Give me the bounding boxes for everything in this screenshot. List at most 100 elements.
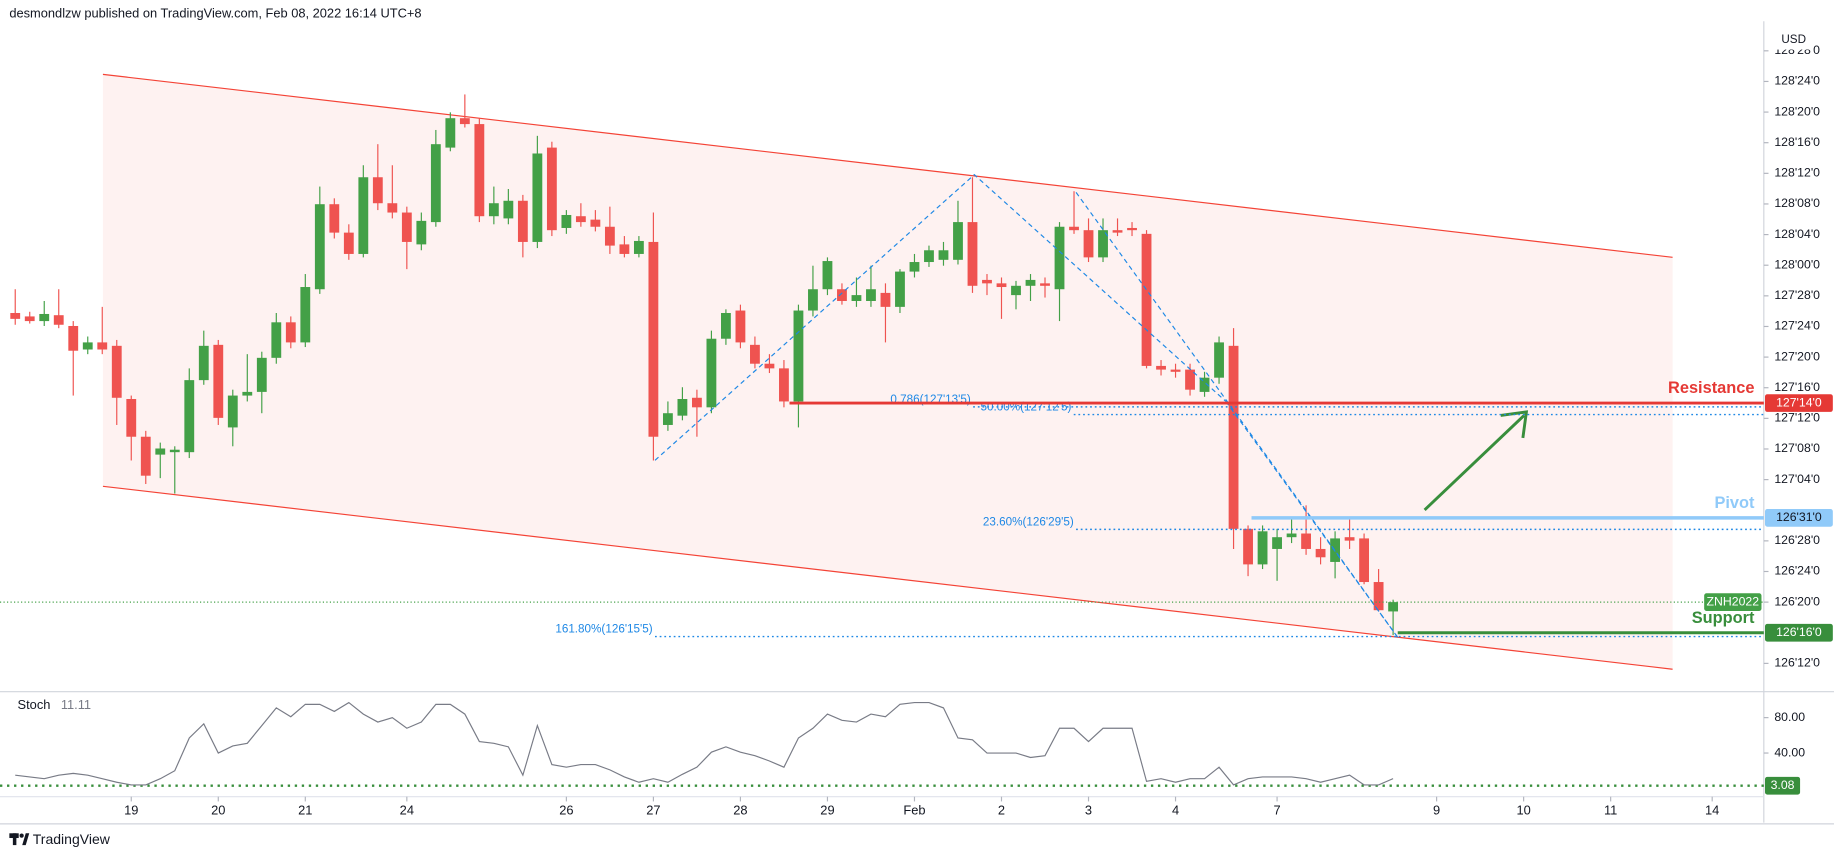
candle-body <box>329 204 340 233</box>
candle-body <box>314 204 325 290</box>
level-tag <box>1764 623 1833 642</box>
fib-guide <box>1225 400 1399 638</box>
candle-body <box>53 315 64 325</box>
candle-body <box>271 322 282 358</box>
candle-body <box>503 200 514 219</box>
candle-body <box>1112 230 1123 233</box>
candle-body <box>39 313 50 322</box>
footer-brand: TradingView <box>33 831 111 847</box>
channel-upper <box>102 73 1673 258</box>
stoch-level-label: 3.08 <box>1771 778 1795 792</box>
candle-body <box>880 292 891 307</box>
y-tick-label: 126'20'0 <box>1774 594 1820 608</box>
candle-body <box>721 312 731 339</box>
y-tick-label: 127'12'0 <box>1774 411 1820 425</box>
candle-body <box>155 448 166 455</box>
candle-body <box>10 312 21 319</box>
logo-part <box>22 833 30 846</box>
y-tick-label: 127'28'0 <box>1774 288 1820 302</box>
candle-body <box>604 226 615 246</box>
level-tag <box>1764 509 1833 527</box>
y-tick-label: 128'20'0 <box>1774 104 1820 118</box>
y-tick-label: 127'04'0 <box>1774 472 1820 486</box>
candle-body <box>924 250 934 263</box>
candle-body <box>1373 582 1384 611</box>
level-tag-label: 127'14'0 <box>1776 395 1822 409</box>
x-tick-label: 20 <box>211 802 225 817</box>
y-tick-label: 126'12'0 <box>1774 656 1820 670</box>
y-tick-label: 128'16'0 <box>1774 135 1820 149</box>
candle-body <box>764 363 775 369</box>
candle-body <box>1127 227 1137 231</box>
candle-body <box>1185 369 1195 390</box>
level-name: Pivot <box>1714 494 1755 512</box>
candle-body <box>126 398 137 437</box>
y-tick-label: 128'04'0 <box>1774 227 1820 241</box>
candle-body <box>68 325 79 351</box>
candle-body <box>1272 537 1282 549</box>
candle-body <box>1228 345 1239 529</box>
fib-label: 161.80%(126'15'5) <box>555 623 652 636</box>
candle-body <box>851 295 862 301</box>
x-tick-label: 3 <box>1085 802 1092 817</box>
candle-body <box>750 344 760 364</box>
candle-body <box>546 147 557 231</box>
candle-body <box>1315 548 1326 558</box>
channel-lower <box>102 485 1673 670</box>
candle-body <box>619 244 630 254</box>
stoch-level-tag <box>1764 776 1801 795</box>
candle-body <box>633 240 644 254</box>
candle-body <box>996 283 1007 288</box>
candle-body <box>1170 369 1181 372</box>
candle-body <box>706 338 717 408</box>
candle-body <box>895 271 905 307</box>
candle-body <box>1156 365 1166 370</box>
candle-body <box>372 177 383 204</box>
x-tick-label: 27 <box>646 802 660 817</box>
candle-body <box>213 344 224 418</box>
candle-body <box>1359 538 1370 583</box>
candle-body <box>358 177 369 254</box>
candle-body <box>532 153 543 242</box>
x-tick-label: 7 <box>1273 802 1280 817</box>
candle-body <box>561 214 572 228</box>
candle-body <box>1025 279 1036 286</box>
candle-body <box>401 212 412 242</box>
x-tick-label: 11 <box>1604 802 1617 817</box>
candle-body <box>1388 602 1399 612</box>
candle-body <box>82 342 93 350</box>
indicator-title: Stoch <box>18 697 51 712</box>
candle-body <box>1069 226 1079 231</box>
x-tick-label: 24 <box>400 802 414 817</box>
x-tick-label: 28 <box>733 802 747 817</box>
y-tick-label: 127'20'0 <box>1774 349 1820 363</box>
candle-body <box>779 368 789 402</box>
candle-body <box>488 203 499 217</box>
candle-body <box>1040 283 1050 286</box>
y-tick-label: 128'12'0 <box>1774 166 1820 180</box>
candle-body <box>430 144 441 223</box>
candle-body <box>169 449 180 453</box>
candle-body <box>590 219 601 227</box>
y-tick-label: 128'00'0 <box>1774 257 1820 271</box>
channel-fill <box>102 74 1673 670</box>
candle-body <box>285 322 296 343</box>
candle-body <box>97 342 108 350</box>
candle-body <box>1054 226 1065 290</box>
level-tag-label: 126'31'0 <box>1776 510 1822 524</box>
y-tick-label: 128'08'0 <box>1774 196 1820 210</box>
level-tag <box>1764 394 1833 412</box>
candle-body <box>184 380 195 453</box>
x-tick-label: 26 <box>559 802 573 817</box>
level-name: Resistance <box>1668 379 1754 397</box>
x-tick-label: 19 <box>124 802 138 817</box>
stoch-line <box>15 701 1394 786</box>
y-tick-label: 126'24'0 <box>1774 564 1820 578</box>
y-tick-label: 128'24'0 <box>1774 74 1820 88</box>
candle-body <box>866 289 876 301</box>
fib-guide <box>654 173 1227 461</box>
candle-body <box>1257 531 1268 565</box>
candle-body <box>24 316 35 322</box>
